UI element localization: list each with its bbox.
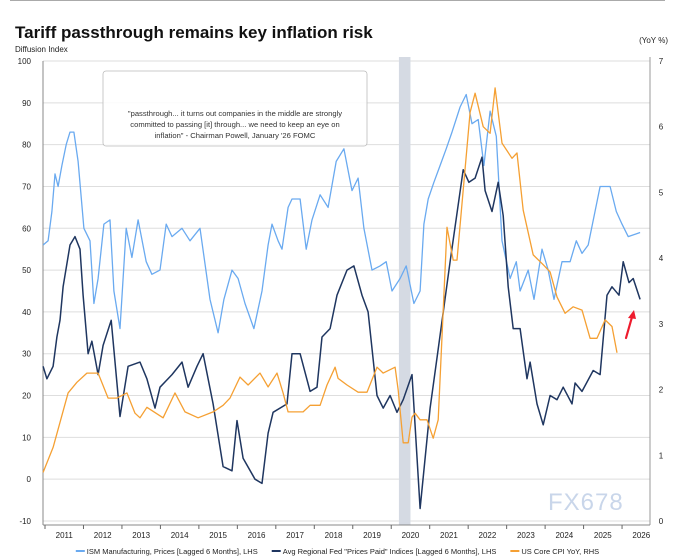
arrow-head: [628, 310, 636, 319]
left-tick-label: 80: [22, 141, 31, 150]
x-tick-label: 2013: [132, 531, 150, 540]
x-axis-ticks: 2011 2012 2013 2014 2015 2016 2017 2018 2019 2020…: [44, 525, 651, 540]
series-lines: [42, 87, 641, 510]
left-tick-label: 10: [22, 433, 31, 442]
left-tick-label: 100: [18, 57, 32, 66]
arrow-shaft: [624, 315, 634, 340]
x-tick-label: 2022: [479, 531, 497, 540]
watermark-logo: FX678: [548, 489, 624, 516]
series-core-cpi: [42, 87, 618, 473]
quote-line-3: inflation" - Chairman Powell, January '2…: [155, 131, 316, 140]
right-tick-label: 6: [659, 123, 664, 132]
left-axis-label: Diffusion Index: [15, 45, 68, 54]
x-tick-label: 2014: [171, 531, 189, 540]
x-tick-label: 2023: [517, 531, 535, 540]
quote-line-2: committed to passing [it] through... we …: [130, 120, 339, 129]
right-tick-label: 2: [659, 386, 664, 395]
right-tick-label: 0: [659, 517, 664, 526]
left-tick-label: 50: [22, 266, 31, 275]
x-tick-label: 2018: [325, 531, 343, 540]
left-tick-label: -10: [19, 517, 31, 526]
x-tick-label: 2015: [209, 531, 227, 540]
right-tick-label: 3: [659, 320, 664, 329]
left-tick-label: 40: [22, 308, 31, 317]
right-axis-label: (YoY %): [639, 36, 668, 45]
left-tick-label: 30: [22, 350, 31, 359]
x-tick-label: 2020: [402, 531, 420, 540]
x-tick-label: 2016: [248, 531, 266, 540]
legend-label: Avg Regional Fed "Prices Paid" Indices […: [283, 547, 497, 556]
legend: ISM Manufacturing, Prices [Lagged 6 Mont…: [75, 547, 599, 556]
left-tick-label: 0: [27, 475, 32, 484]
series-regional-fed-prices-paid: [42, 156, 641, 510]
legend-label: ISM Manufacturing, Prices [Lagged 6 Mont…: [87, 547, 258, 556]
left-axis-ticks: -10 0 10 20 30 40 50 60 70 80 90 100: [18, 57, 32, 526]
left-tick-label: 70: [22, 182, 31, 191]
right-axis-ticks: 0 1 2 3 4 5 6 7: [659, 57, 664, 526]
recession-band: [398, 57, 411, 525]
legend-item: ISM Manufacturing, Prices [Lagged 6 Mont…: [75, 547, 258, 556]
legend-item: US Core CPI YoY, RHS: [510, 547, 599, 556]
left-tick-label: 90: [22, 99, 31, 108]
red-arrow-annotation: [624, 310, 636, 340]
left-tick-label: 60: [22, 224, 31, 233]
x-tick-label: 2011: [56, 531, 74, 540]
right-tick-label: 1: [659, 451, 664, 460]
legend-item: Avg Regional Fed "Prices Paid" Indices […: [271, 547, 497, 556]
axes: [42, 57, 651, 526]
chart-title: Tariff passthrough remains key inflation…: [15, 23, 373, 42]
quote-box: [102, 70, 368, 147]
x-tick-label: 2025: [594, 531, 612, 540]
right-tick-label: 4: [659, 254, 664, 263]
right-tick-label: 5: [659, 188, 664, 197]
x-tick-label: 2026: [632, 531, 650, 540]
left-tick-label: 20: [22, 392, 31, 401]
right-tick-label: 7: [659, 57, 664, 66]
legend-label: US Core CPI YoY, RHS: [521, 547, 599, 556]
quote-annotation: "passthrough... it turns out companies i…: [102, 70, 368, 147]
quote-line-1: "passthrough... it turns out companies i…: [128, 109, 342, 118]
x-tick-label: 2012: [94, 531, 112, 540]
series-ism-prices: [42, 93, 641, 334]
x-tick-label: 2019: [363, 531, 381, 540]
x-tick-label: 2021: [440, 531, 458, 540]
x-tick-label: 2024: [555, 531, 573, 540]
x-tick-label: 2017: [286, 531, 304, 540]
